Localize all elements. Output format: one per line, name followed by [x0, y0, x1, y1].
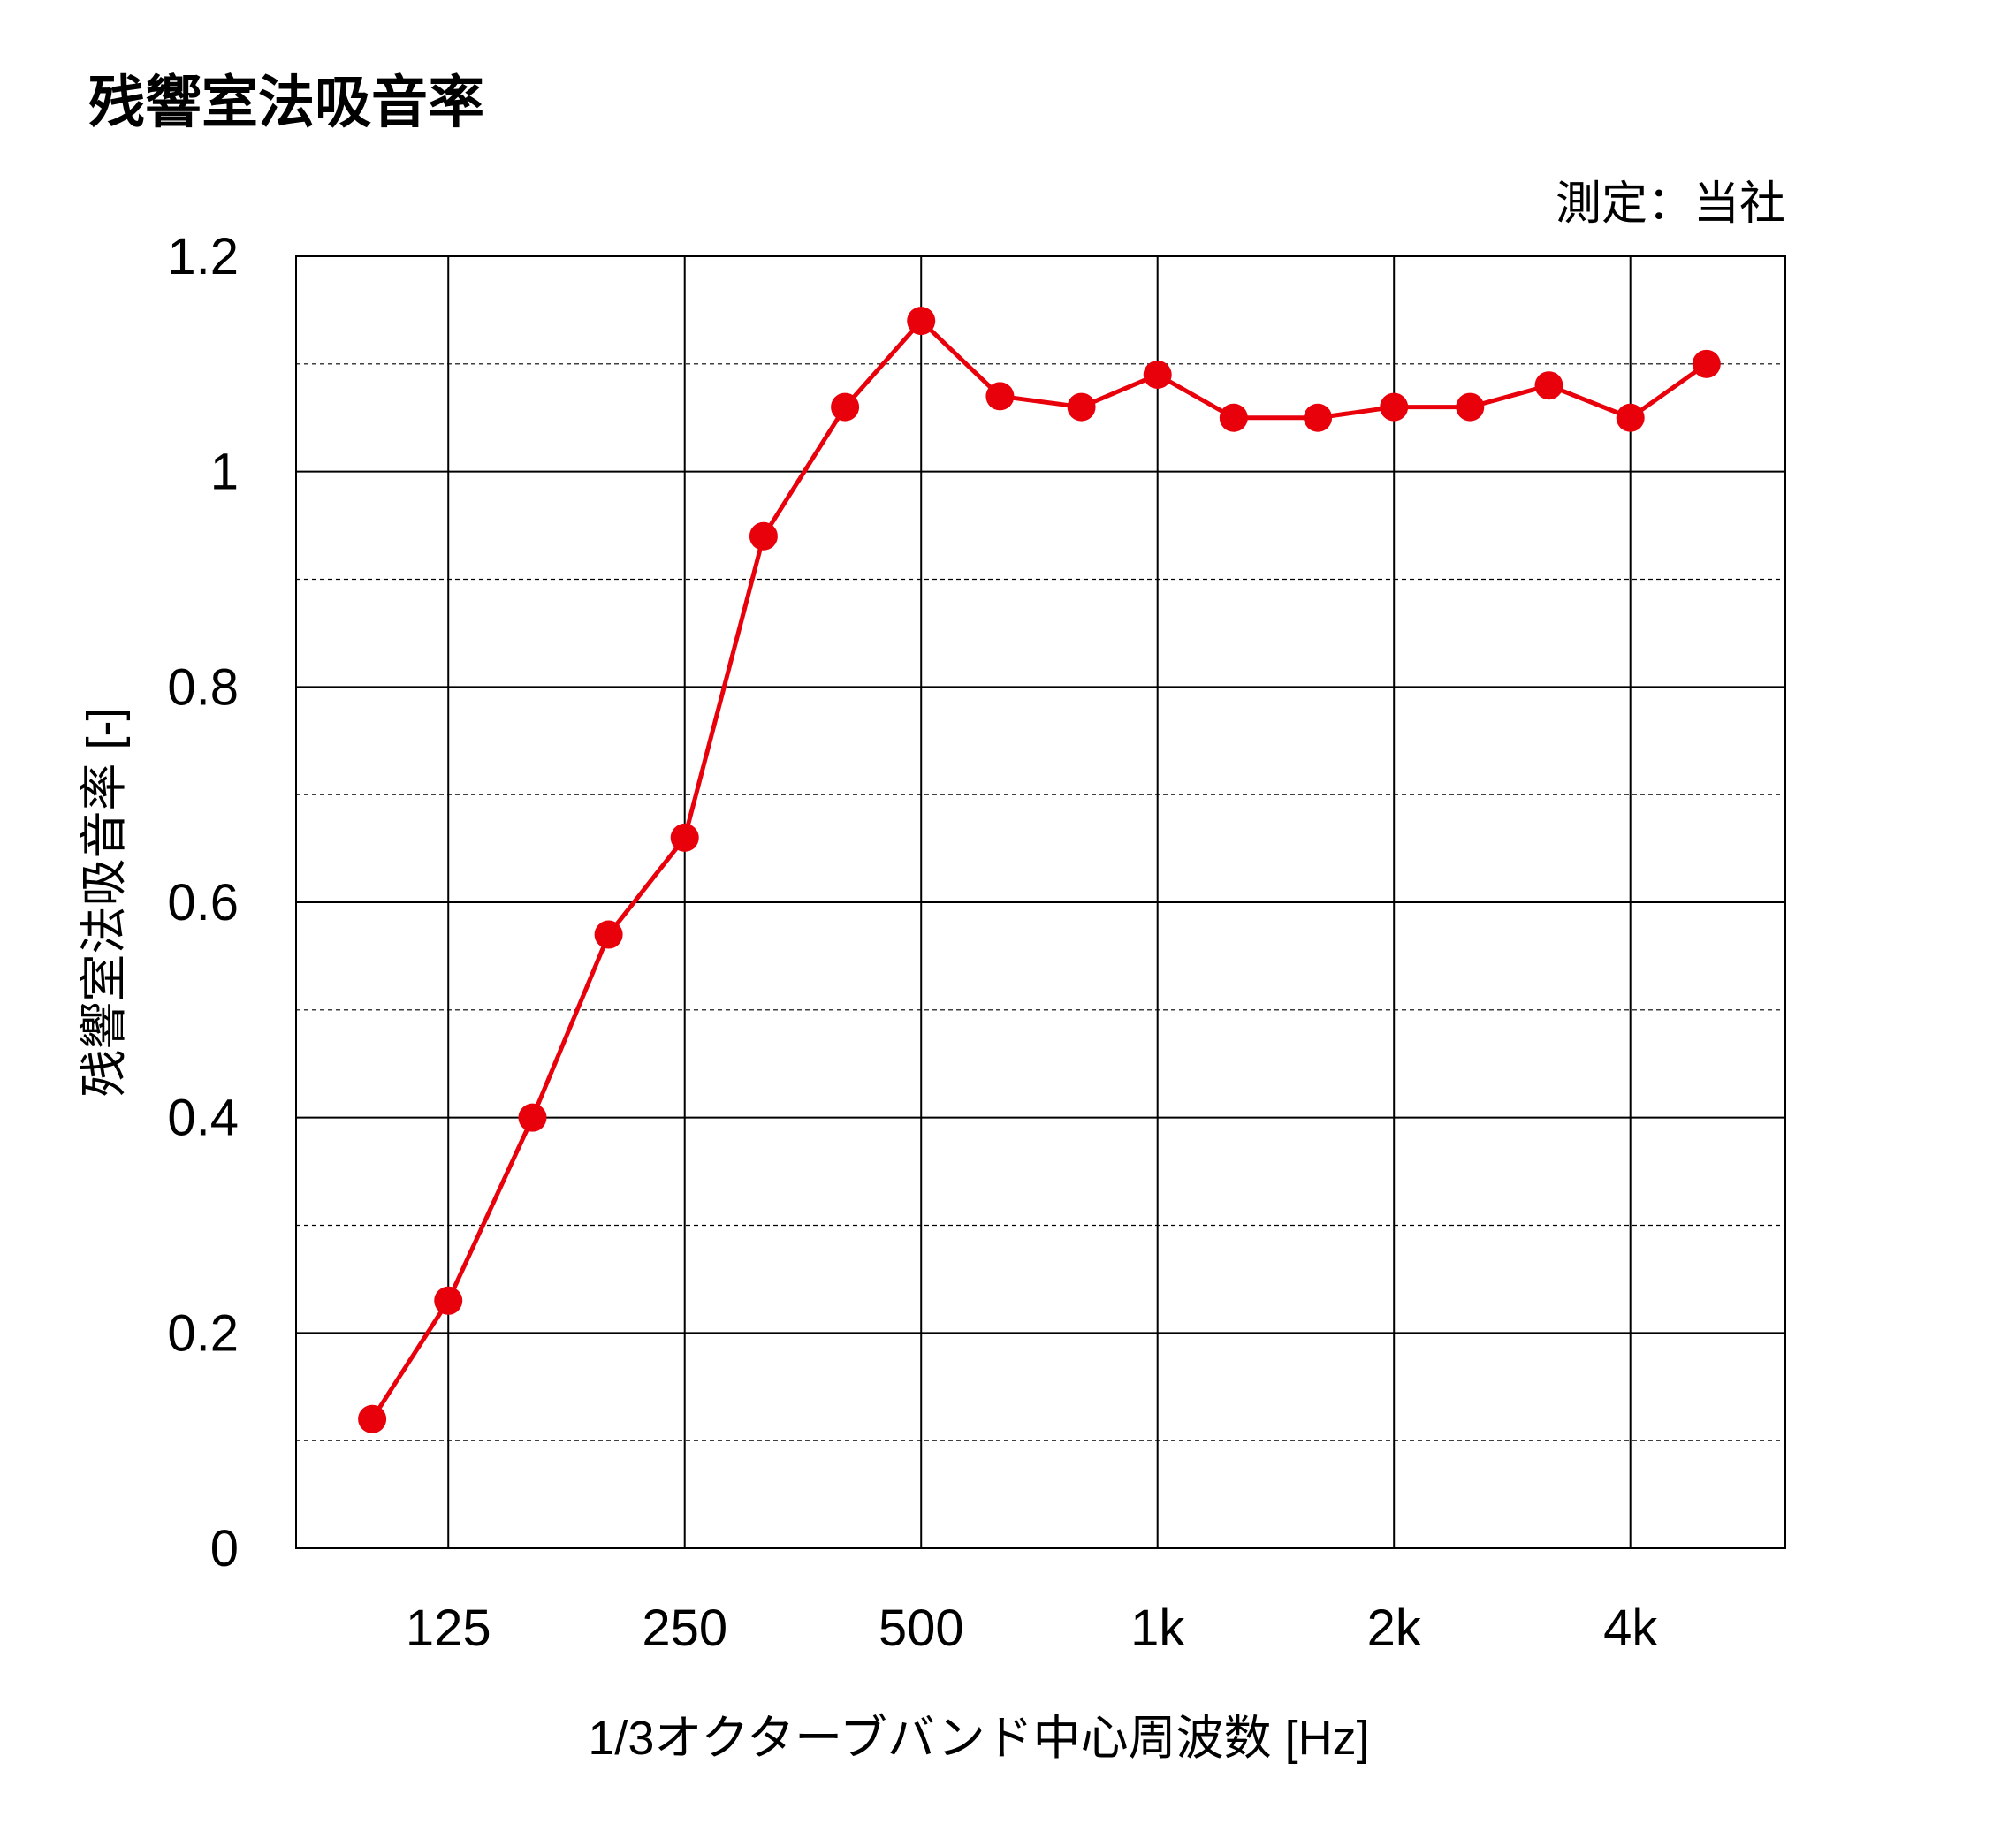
chart-title: 残響室法吸音率: [88, 71, 484, 134]
data-point: [907, 307, 936, 336]
x-tick-label: 1k: [1130, 1600, 1185, 1657]
data-point: [1380, 392, 1409, 422]
x-tick-label: 2k: [1367, 1600, 1422, 1657]
x-axis-label: 1/3オクターブバンド中心周波数 [Hz]: [588, 1712, 1369, 1765]
data-point: [358, 1404, 387, 1433]
y-axis-label: 残響室法吸音率 [-]: [78, 708, 131, 1098]
y-tick-label: 0.6: [167, 874, 239, 931]
data-point: [1143, 361, 1172, 390]
y-tick-label: 0: [210, 1520, 239, 1577]
y-tick-label: 0.4: [167, 1090, 239, 1147]
series-line: [370, 318, 1708, 1421]
x-tick-label: 4k: [1603, 1600, 1658, 1657]
data-point: [831, 392, 860, 422]
y-tick-label: 1.2: [167, 228, 239, 285]
plot-area-frame: [295, 255, 1786, 1549]
y-tick-label: 1: [210, 444, 239, 501]
y-tick-label: 0.8: [167, 658, 239, 716]
x-tick-label: 500: [879, 1600, 964, 1657]
minor-gridlines: [296, 363, 1785, 1441]
data-point: [749, 521, 778, 551]
data-point: [518, 1103, 547, 1132]
data-point: [1067, 392, 1096, 422]
data-point: [434, 1286, 463, 1315]
data-point: [1534, 371, 1563, 400]
major-gridlines: [296, 255, 1785, 1549]
x-tick-label: 125: [406, 1600, 491, 1657]
x-axis-tick-labels: 125 250 500 1k 2k 4k: [406, 1600, 1658, 1657]
data-point: [1692, 349, 1721, 378]
data-point: [1616, 403, 1645, 432]
y-axis-tick-labels: 0 0.2 0.4 0.6 0.8 1 1.2: [167, 228, 239, 1577]
data-point: [1219, 403, 1248, 432]
data-point: [1304, 403, 1333, 432]
data-point: [985, 382, 1015, 411]
series-absorption-coefficient: [358, 307, 1721, 1433]
y-tick-label: 0.2: [167, 1304, 239, 1362]
data-point: [594, 920, 623, 949]
data-point: [670, 823, 699, 852]
measurement-note: 測定：当社: [1556, 179, 1785, 230]
data-point: [1456, 392, 1485, 422]
x-tick-label: 250: [642, 1600, 727, 1657]
